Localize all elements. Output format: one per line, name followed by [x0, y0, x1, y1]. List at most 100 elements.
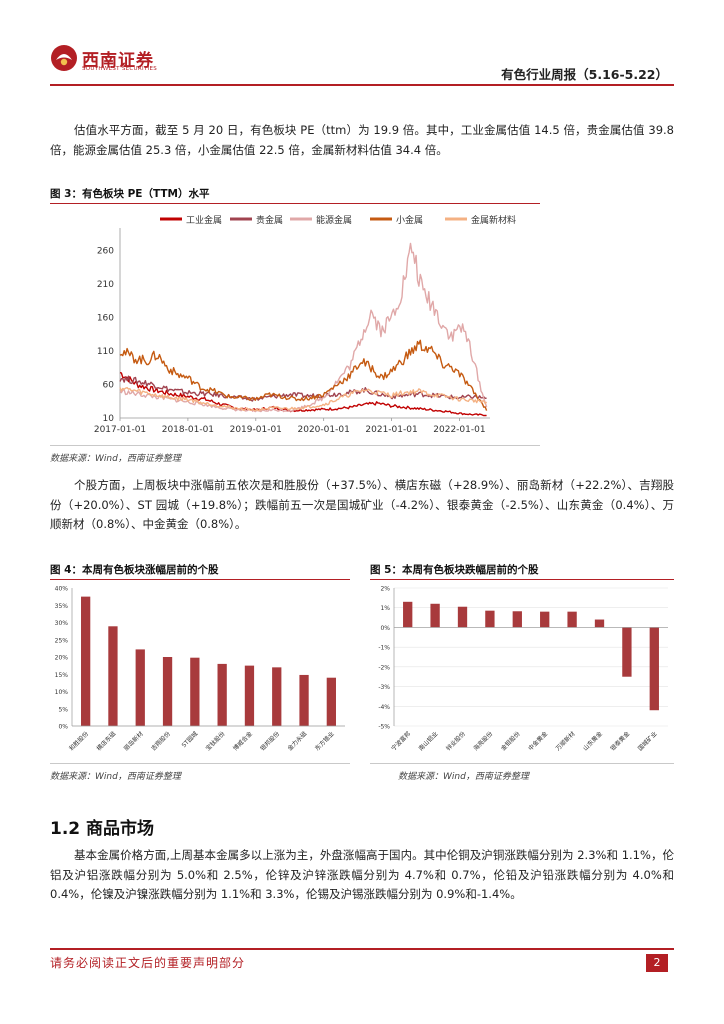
- legend-label-industrial: 工业金属: [186, 214, 222, 226]
- y-tick-label: 60: [103, 381, 115, 391]
- bar-3: [457, 606, 468, 628]
- x-tick-label: 2021-01-01: [365, 425, 417, 435]
- y-tick-label: -2%: [378, 664, 390, 671]
- report-title: 有色行业周报（5.16-5.22）: [501, 67, 668, 82]
- footer-disclaimer: 请务必阅读正文后的重要声明部分: [50, 956, 246, 970]
- category-label: 海亮股份: [472, 730, 495, 753]
- header-divider: [50, 84, 674, 86]
- category-label: 银泰黄金: [609, 730, 632, 753]
- fig3-title: 图 3：有色板块 PE（TTM）水平: [50, 186, 540, 204]
- y-tick-label: 2%: [380, 586, 390, 593]
- series-line-industrial: [119, 371, 487, 417]
- series-line-minor: [119, 339, 488, 411]
- valuation-text: 估值水平方面，截至 5 月 20 日，有色板块 PE（ttm）为 19.9 倍。…: [50, 123, 674, 157]
- fig4-title: 图 4：本周有色板块涨幅居前的个股: [50, 562, 350, 580]
- commodity-text: 基本金属价格方面,上周基本金属多以上涨为主，外盘涨幅高于国内。其中伦铜及沪铜涨跌…: [50, 848, 674, 901]
- legend-label-minor: 小金属: [396, 214, 423, 226]
- bar-8: [594, 619, 605, 628]
- category-label: 宁波富邦: [389, 730, 412, 753]
- category-label: 山东黄金: [581, 730, 604, 753]
- y-tick-label: 30%: [55, 620, 69, 627]
- fig5-source-divider: [370, 763, 674, 764]
- category-label: 宝钛股份: [204, 730, 227, 753]
- bar-10: [649, 627, 659, 711]
- y-tick-label: 20%: [55, 655, 69, 662]
- y-tick-label: 210: [97, 280, 114, 290]
- legend-label-energy: 能源金属: [316, 214, 352, 226]
- y-tick-label: 110: [97, 347, 114, 357]
- category-label: 横店东磁: [95, 730, 118, 753]
- stocks-text: 个股方面，上周板块中涨幅前五依次是和胜股份（+37.5%）、横店东磁（+28.9…: [50, 478, 674, 531]
- category-label: 吉翔股份: [149, 730, 172, 753]
- y-tick-label: -4%: [378, 704, 390, 711]
- pe-chart-legend: 工业金属 贵金属 能源金属 小金属 金属新材料: [160, 214, 516, 226]
- series-line-newmat: [119, 386, 488, 412]
- y-tick-label: 40%: [55, 586, 69, 593]
- series-line-energy: [119, 242, 488, 413]
- category-label: 和胜股份: [67, 730, 90, 753]
- x-tick-label: 2018-01-01: [162, 425, 214, 435]
- y-tick-label: 10: [103, 414, 115, 424]
- brand-logo-icon: [51, 45, 77, 71]
- pe-chart-series: [119, 242, 488, 417]
- x-tick-label: 2017-01-01: [94, 425, 146, 435]
- category-label: 锌业股份: [444, 730, 467, 753]
- bar-3: [135, 649, 145, 726]
- y-tick-label: 5%: [58, 706, 68, 713]
- y-tick-label: 10%: [55, 689, 69, 696]
- pe-chart-axes: 10 60 110 160 210 260 2017-01-01 2018-01-01 2019…: [94, 228, 490, 435]
- bar-6: [217, 663, 227, 726]
- y-tick-label: 25%: [55, 637, 69, 644]
- y-tick-label: 1%: [380, 605, 390, 612]
- footer-divider: [50, 948, 674, 950]
- category-label: 东方锆业: [313, 730, 336, 753]
- bar-2: [108, 626, 118, 726]
- category-label: 金钼股份: [499, 730, 522, 753]
- category-label: 中金黄金: [526, 730, 549, 753]
- y-tick-label: -5%: [378, 724, 390, 731]
- section-heading: 1.2 商品市场: [50, 819, 155, 839]
- category-label: 金力永磁: [286, 730, 309, 753]
- x-tick-label: 2019-01-01: [230, 425, 282, 435]
- bar-4: [485, 610, 495, 628]
- losers-bar-chart: -5% -4% -3% -2% -1% 0% 1% 2% 宁波富邦 南山铝业 锌业股份 海亮股份 金钼股…: [378, 586, 668, 753]
- y-tick-label: 260: [97, 247, 114, 257]
- brand-name-cn: 西南证券: [82, 51, 154, 71]
- bar-10: [326, 677, 336, 726]
- category-label: 万顺新材: [554, 730, 577, 753]
- bar-1: [81, 596, 91, 726]
- y-tick-label: -3%: [378, 684, 390, 691]
- category-label: 丽岛新材: [122, 730, 145, 753]
- bar-7: [244, 665, 255, 726]
- y-tick-label: -1%: [378, 645, 390, 652]
- y-tick-label: 0%: [58, 724, 68, 731]
- bar-2: [430, 603, 440, 628]
- bar-7: [567, 611, 577, 628]
- fig4-source-divider: [50, 763, 350, 764]
- valuation-paragraph: 估值水平方面，截至 5 月 20 日，有色板块 PE（ttm）为 19.9 倍。…: [50, 121, 674, 160]
- commodity-paragraph: 基本金属价格方面,上周基本金属多以上涨为主，外盘涨幅高于国内。其中伦铜及沪铜涨跌…: [50, 846, 674, 905]
- pe-line-chart: 工业金属 贵金属 能源金属 小金属 金属新材料 10 60 110 160 210 260 2017…: [94, 214, 516, 435]
- bar-8: [272, 667, 282, 726]
- category-label: 博威合金: [231, 730, 254, 753]
- bar-1: [403, 601, 413, 628]
- series-line-precious: [119, 375, 487, 402]
- y-tick-label: 15%: [55, 672, 69, 679]
- fig3-source: 数据来源：Wind，西南证券整理: [50, 454, 181, 464]
- bar-5: [190, 657, 200, 726]
- category-label: 南山铝业: [417, 730, 440, 753]
- y-tick-label: 160: [97, 314, 114, 324]
- x-tick-label: 2020-01-01: [298, 425, 350, 435]
- category-label: ST园城: [181, 730, 200, 749]
- legend-label-newmat: 金属新材料: [471, 214, 516, 226]
- y-tick-label: 35%: [55, 603, 69, 610]
- fig4-source: 数据来源：Wind，西南证券整理: [50, 772, 181, 782]
- stocks-paragraph: 个股方面，上周板块中涨幅前五依次是和胜股份（+37.5%）、横店东磁（+28.9…: [50, 476, 674, 535]
- category-label: 银邦股份: [259, 730, 282, 753]
- bar-6: [540, 611, 550, 628]
- x-tick-label: 2022-01-01: [433, 425, 485, 435]
- bar-9: [299, 674, 309, 726]
- bar-4: [162, 657, 173, 726]
- category-label: 国城矿业: [636, 730, 659, 753]
- y-tick-label: 0%: [380, 625, 390, 632]
